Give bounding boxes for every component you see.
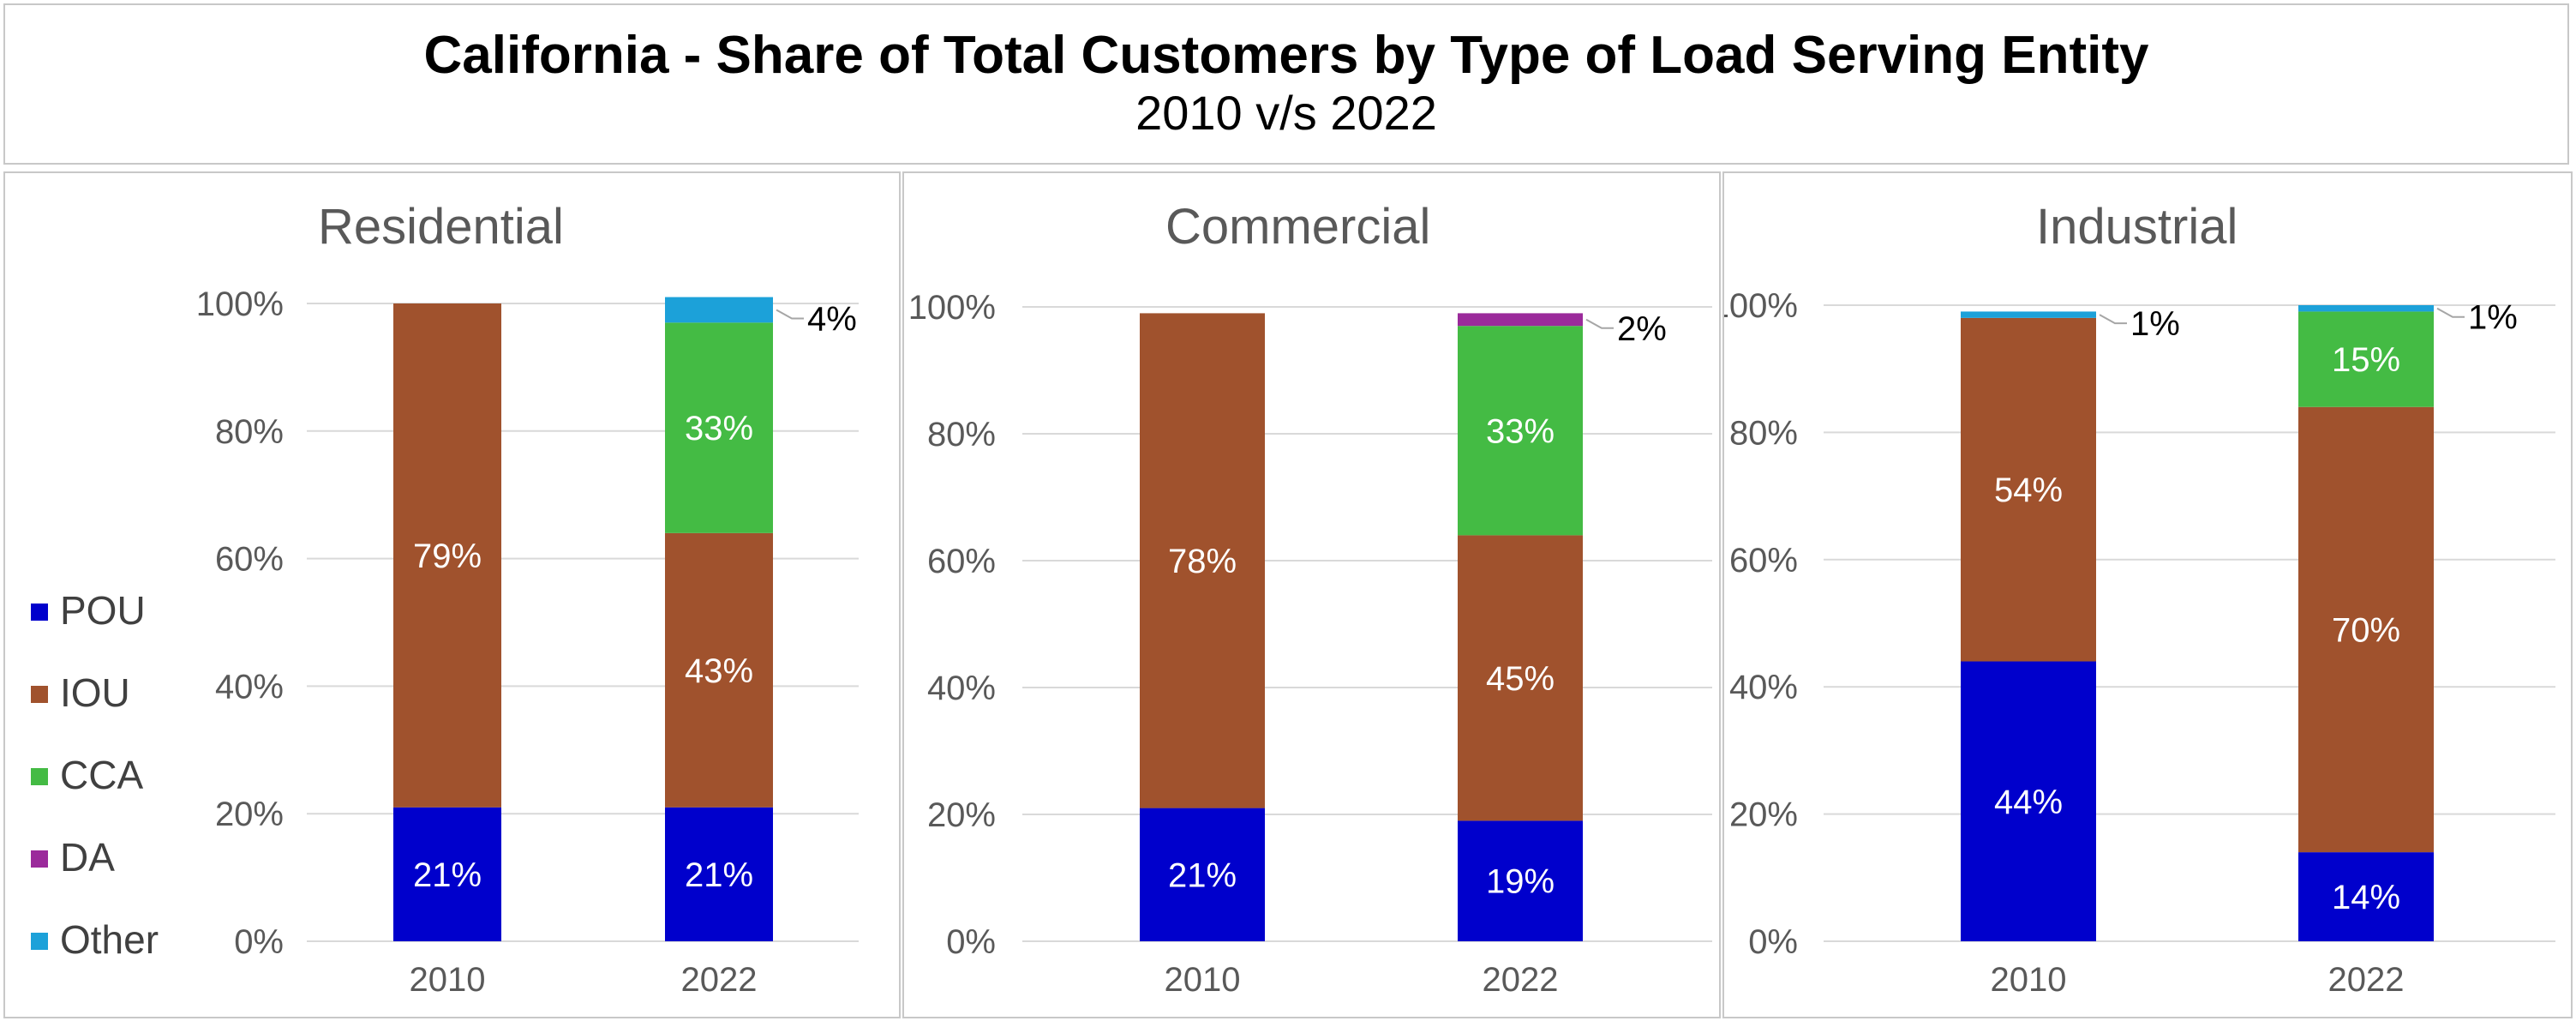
data-label: 19% [1486, 863, 1555, 901]
x-tick-label: 2010 [410, 961, 486, 999]
data-label: 45% [1486, 660, 1555, 698]
leader-line [776, 309, 804, 320]
y-tick-label: 80% [215, 413, 284, 451]
leader-line [2436, 307, 2465, 318]
y-tick-label: 80% [927, 416, 996, 453]
y-tick-label: 100% [196, 285, 284, 323]
panel-industrial: Industrial 0% 20% 40% 60% 80% 100% 44% 54% 1% 201… [1722, 171, 2573, 1018]
legend-swatch-da [31, 850, 48, 868]
y-tick-label: 0% [1748, 923, 1798, 961]
data-label: 4% [807, 300, 857, 338]
chart-title: California - Share of Total Customers by… [423, 26, 2149, 85]
data-label: 21% [685, 856, 753, 894]
data-label: 1% [2468, 299, 2518, 337]
bar-segment-cca [1458, 326, 1583, 536]
data-label: 2% [1617, 310, 1667, 348]
legend-label: CCA [60, 753, 144, 797]
y-tick-label: 60% [215, 541, 284, 579]
panel-title: Industrial [2036, 199, 2238, 255]
bar-segment-iou [1961, 317, 2096, 662]
bar-segment-iou [2298, 406, 2434, 853]
chart-residential: 0% 20% 40% 60% 80% 100% 21% 79% 2010 21% 43% 33% 4% 2… [196, 285, 859, 999]
bar-segment-da [1458, 313, 1583, 327]
bar-segment-pou [1458, 820, 1583, 941]
chart-title-box: California - Share of Total Customers by… [3, 3, 2569, 165]
chart-commercial: 0% 20% 40% 60% 80% 100% 21% 78% 2010 19% 45% 33% 2% 2… [908, 289, 1712, 999]
y-tick-label: 20% [215, 796, 284, 833]
x-tick-label: 2022 [1483, 961, 1559, 999]
bar-segment-cca [665, 322, 773, 533]
panel-residential: Residential 0% 20% 40% 60% 80% 100% 21% 79% 2010… [3, 171, 901, 1018]
y-tick-label: 60% [1729, 542, 1798, 580]
y-tick-label: 60% [927, 543, 996, 580]
data-label: 70% [2332, 611, 2400, 649]
y-tick-label: 0% [946, 923, 996, 961]
legend-swatch-iou [31, 686, 48, 703]
bar-segment-pou [1140, 808, 1265, 941]
panel-commercial: Commercial 0% 20% 40% 60% 80% 100% 21% 78% 2010 1… [902, 171, 1721, 1018]
legend-swatch-pou [31, 604, 48, 621]
y-tick-label: 40% [927, 670, 996, 707]
data-label: 15% [2332, 341, 2400, 379]
y-tick-label: 40% [215, 668, 284, 706]
legend-swatch-other [31, 933, 48, 950]
bar-segment-iou [665, 532, 773, 808]
legend-label: Other [60, 917, 159, 962]
data-label: 33% [1486, 412, 1555, 450]
panel-title: Residential [318, 199, 564, 255]
y-tick-label: 80% [1729, 414, 1798, 452]
y-tick-label: 100% [908, 289, 996, 327]
data-label: 14% [2332, 879, 2400, 916]
x-tick-label: 2010 [1165, 961, 1241, 999]
bar-segment-pou [2298, 852, 2434, 941]
chart-industrial: 0% 20% 40% 60% 80% 100% 44% 54% 1% 2010 14% 70% 15% 1… [1724, 287, 2555, 999]
data-label: 21% [413, 856, 482, 894]
bar-segment-iou [1140, 313, 1265, 808]
legend-label: POU [60, 588, 146, 633]
bar-segment-cca [2298, 311, 2434, 407]
data-label: 54% [1994, 471, 2063, 509]
legend-label: IOU [60, 670, 130, 715]
bar-segment-other [2298, 305, 2434, 312]
y-tick-label: 0% [234, 923, 284, 961]
bar-segment-pou [393, 807, 501, 941]
y-tick-label: 20% [927, 796, 996, 834]
legend-label: DA [60, 835, 115, 880]
data-label: 44% [1994, 784, 2063, 821]
y-tick-label: 20% [1729, 796, 1798, 834]
x-tick-label: 2022 [2328, 961, 2405, 999]
bar-segment-iou [393, 303, 501, 808]
data-label: 79% [413, 538, 482, 575]
bar-segment-pou [1961, 661, 2096, 941]
legend-swatch-cca [31, 768, 48, 785]
leader-line [2099, 314, 2127, 325]
y-tick-label: 100% [1724, 287, 1798, 325]
panel-title: Commercial [1165, 199, 1431, 255]
data-label: 1% [2130, 305, 2180, 343]
bar-segment-other [1961, 311, 2096, 318]
bar-segment-other [665, 297, 773, 323]
bar-segment-iou [1458, 535, 1583, 821]
x-tick-label: 2022 [681, 961, 758, 999]
data-label: 33% [685, 410, 753, 447]
x-tick-label: 2010 [1991, 961, 2067, 999]
leader-line [1585, 318, 1614, 329]
chart-subtitle: 2010 v/s 2022 [1135, 86, 1437, 140]
data-label: 21% [1168, 856, 1237, 894]
data-label: 43% [685, 652, 753, 690]
data-label: 78% [1168, 543, 1237, 580]
bar-segment-pou [665, 807, 773, 941]
y-tick-label: 40% [1729, 669, 1798, 706]
